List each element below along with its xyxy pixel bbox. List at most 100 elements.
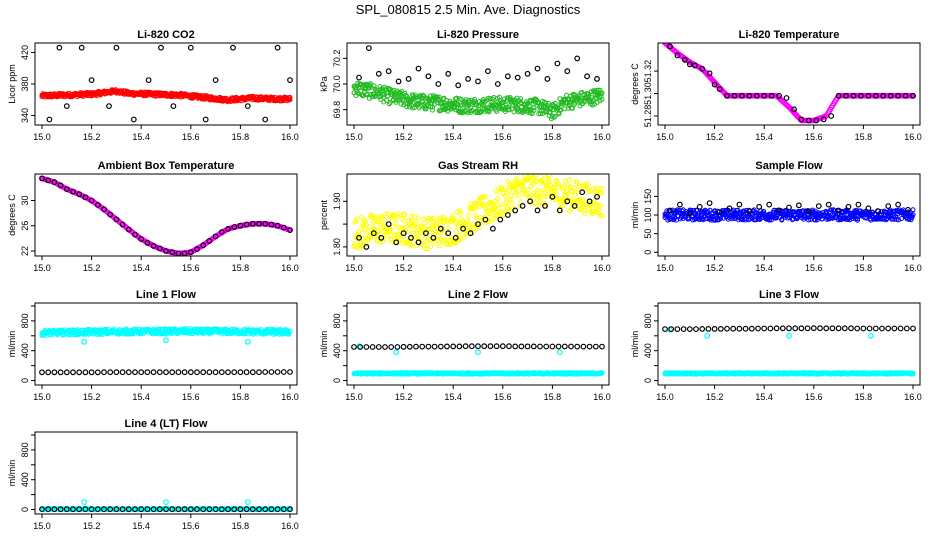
data-point bbox=[805, 208, 812, 215]
data-point bbox=[467, 230, 474, 237]
data-point bbox=[516, 188, 522, 194]
data-point bbox=[805, 117, 812, 124]
data-point bbox=[527, 195, 533, 201]
data-point bbox=[755, 325, 761, 332]
y-axis-label: percent bbox=[319, 199, 329, 230]
data-point bbox=[56, 44, 63, 51]
data-point bbox=[230, 44, 236, 51]
data-point bbox=[411, 213, 417, 219]
data-point bbox=[791, 106, 797, 113]
data-point bbox=[668, 326, 675, 333]
data-point bbox=[463, 97, 469, 103]
data-point bbox=[524, 70, 531, 77]
data-point bbox=[206, 369, 213, 376]
data-point bbox=[825, 201, 832, 208]
data-point bbox=[419, 343, 426, 350]
data-point bbox=[813, 117, 820, 124]
data-point bbox=[504, 73, 511, 80]
data-point bbox=[854, 325, 861, 332]
plot-data bbox=[351, 343, 605, 377]
y-tick-label: 51.28 bbox=[643, 105, 653, 128]
x-tick-label: 15.4 bbox=[132, 132, 150, 142]
data-point bbox=[437, 343, 444, 350]
data-point bbox=[200, 242, 207, 249]
y-tick-label: 0 bbox=[643, 378, 653, 383]
data-point bbox=[125, 226, 132, 233]
data-point bbox=[287, 328, 293, 334]
data-point bbox=[552, 188, 558, 193]
data-point bbox=[187, 44, 194, 51]
data-point bbox=[887, 92, 894, 99]
chart-title: Sample Flow bbox=[755, 160, 823, 172]
data-point bbox=[855, 216, 860, 222]
data-point bbox=[482, 216, 489, 223]
data-point bbox=[401, 234, 407, 240]
data-point bbox=[531, 107, 537, 113]
data-point bbox=[395, 78, 402, 85]
data-point bbox=[736, 325, 743, 332]
data-point bbox=[798, 325, 805, 332]
data-point bbox=[400, 343, 407, 350]
data-point bbox=[823, 325, 830, 332]
data-point bbox=[493, 188, 499, 193]
data-point bbox=[356, 91, 362, 97]
data-point bbox=[835, 325, 842, 332]
data-point bbox=[212, 369, 219, 376]
data-point bbox=[427, 238, 433, 243]
data-point bbox=[812, 217, 818, 223]
plot-data bbox=[39, 499, 293, 513]
plot-frame bbox=[657, 302, 921, 386]
y-tick-label: 0 bbox=[332, 378, 342, 383]
data-point bbox=[455, 82, 462, 89]
data-point bbox=[408, 223, 413, 229]
data-point bbox=[585, 186, 591, 192]
data-point bbox=[454, 101, 460, 107]
data-point bbox=[496, 205, 502, 211]
x-tick-label: 15.8 bbox=[232, 392, 250, 402]
data-point bbox=[453, 220, 458, 226]
data-point bbox=[566, 177, 572, 183]
data-point bbox=[175, 369, 182, 376]
data-point bbox=[441, 95, 447, 101]
data-point bbox=[376, 219, 382, 224]
data-point bbox=[544, 185, 550, 191]
data-point bbox=[408, 234, 414, 241]
data-point bbox=[552, 113, 558, 119]
data-point bbox=[200, 369, 207, 376]
x-tick-label: 15.6 bbox=[805, 132, 823, 142]
data-point bbox=[244, 338, 251, 345]
data-point bbox=[425, 343, 432, 350]
chart-title: Li-820 Pressure bbox=[437, 29, 519, 41]
data-point bbox=[355, 90, 361, 96]
data-point bbox=[724, 325, 730, 332]
data-point bbox=[262, 369, 269, 375]
data-point bbox=[704, 332, 711, 339]
data-point bbox=[202, 116, 209, 123]
data-point bbox=[63, 369, 70, 376]
figure-title: SPL_080815 2.5 Min. Ave. Diagnostics bbox=[356, 2, 581, 17]
data-point bbox=[244, 103, 251, 109]
data-point bbox=[454, 229, 459, 234]
chart-title: Li-820 Temperature bbox=[739, 29, 840, 41]
data-point bbox=[181, 369, 188, 376]
data-point bbox=[426, 97, 432, 103]
data-point bbox=[829, 325, 836, 332]
data-point bbox=[456, 343, 463, 350]
x-tick-label: 15.6 bbox=[182, 392, 200, 402]
data-point bbox=[543, 343, 550, 350]
data-point bbox=[872, 325, 879, 332]
y-tick-label: 22 bbox=[20, 246, 30, 256]
data-point bbox=[370, 230, 377, 237]
data-point bbox=[286, 331, 292, 337]
data-point bbox=[481, 202, 487, 208]
data-point bbox=[379, 214, 385, 220]
data-point bbox=[70, 369, 76, 376]
data-point bbox=[716, 86, 723, 92]
data-point bbox=[711, 326, 718, 332]
data-point bbox=[351, 344, 357, 350]
data-point bbox=[440, 226, 446, 232]
